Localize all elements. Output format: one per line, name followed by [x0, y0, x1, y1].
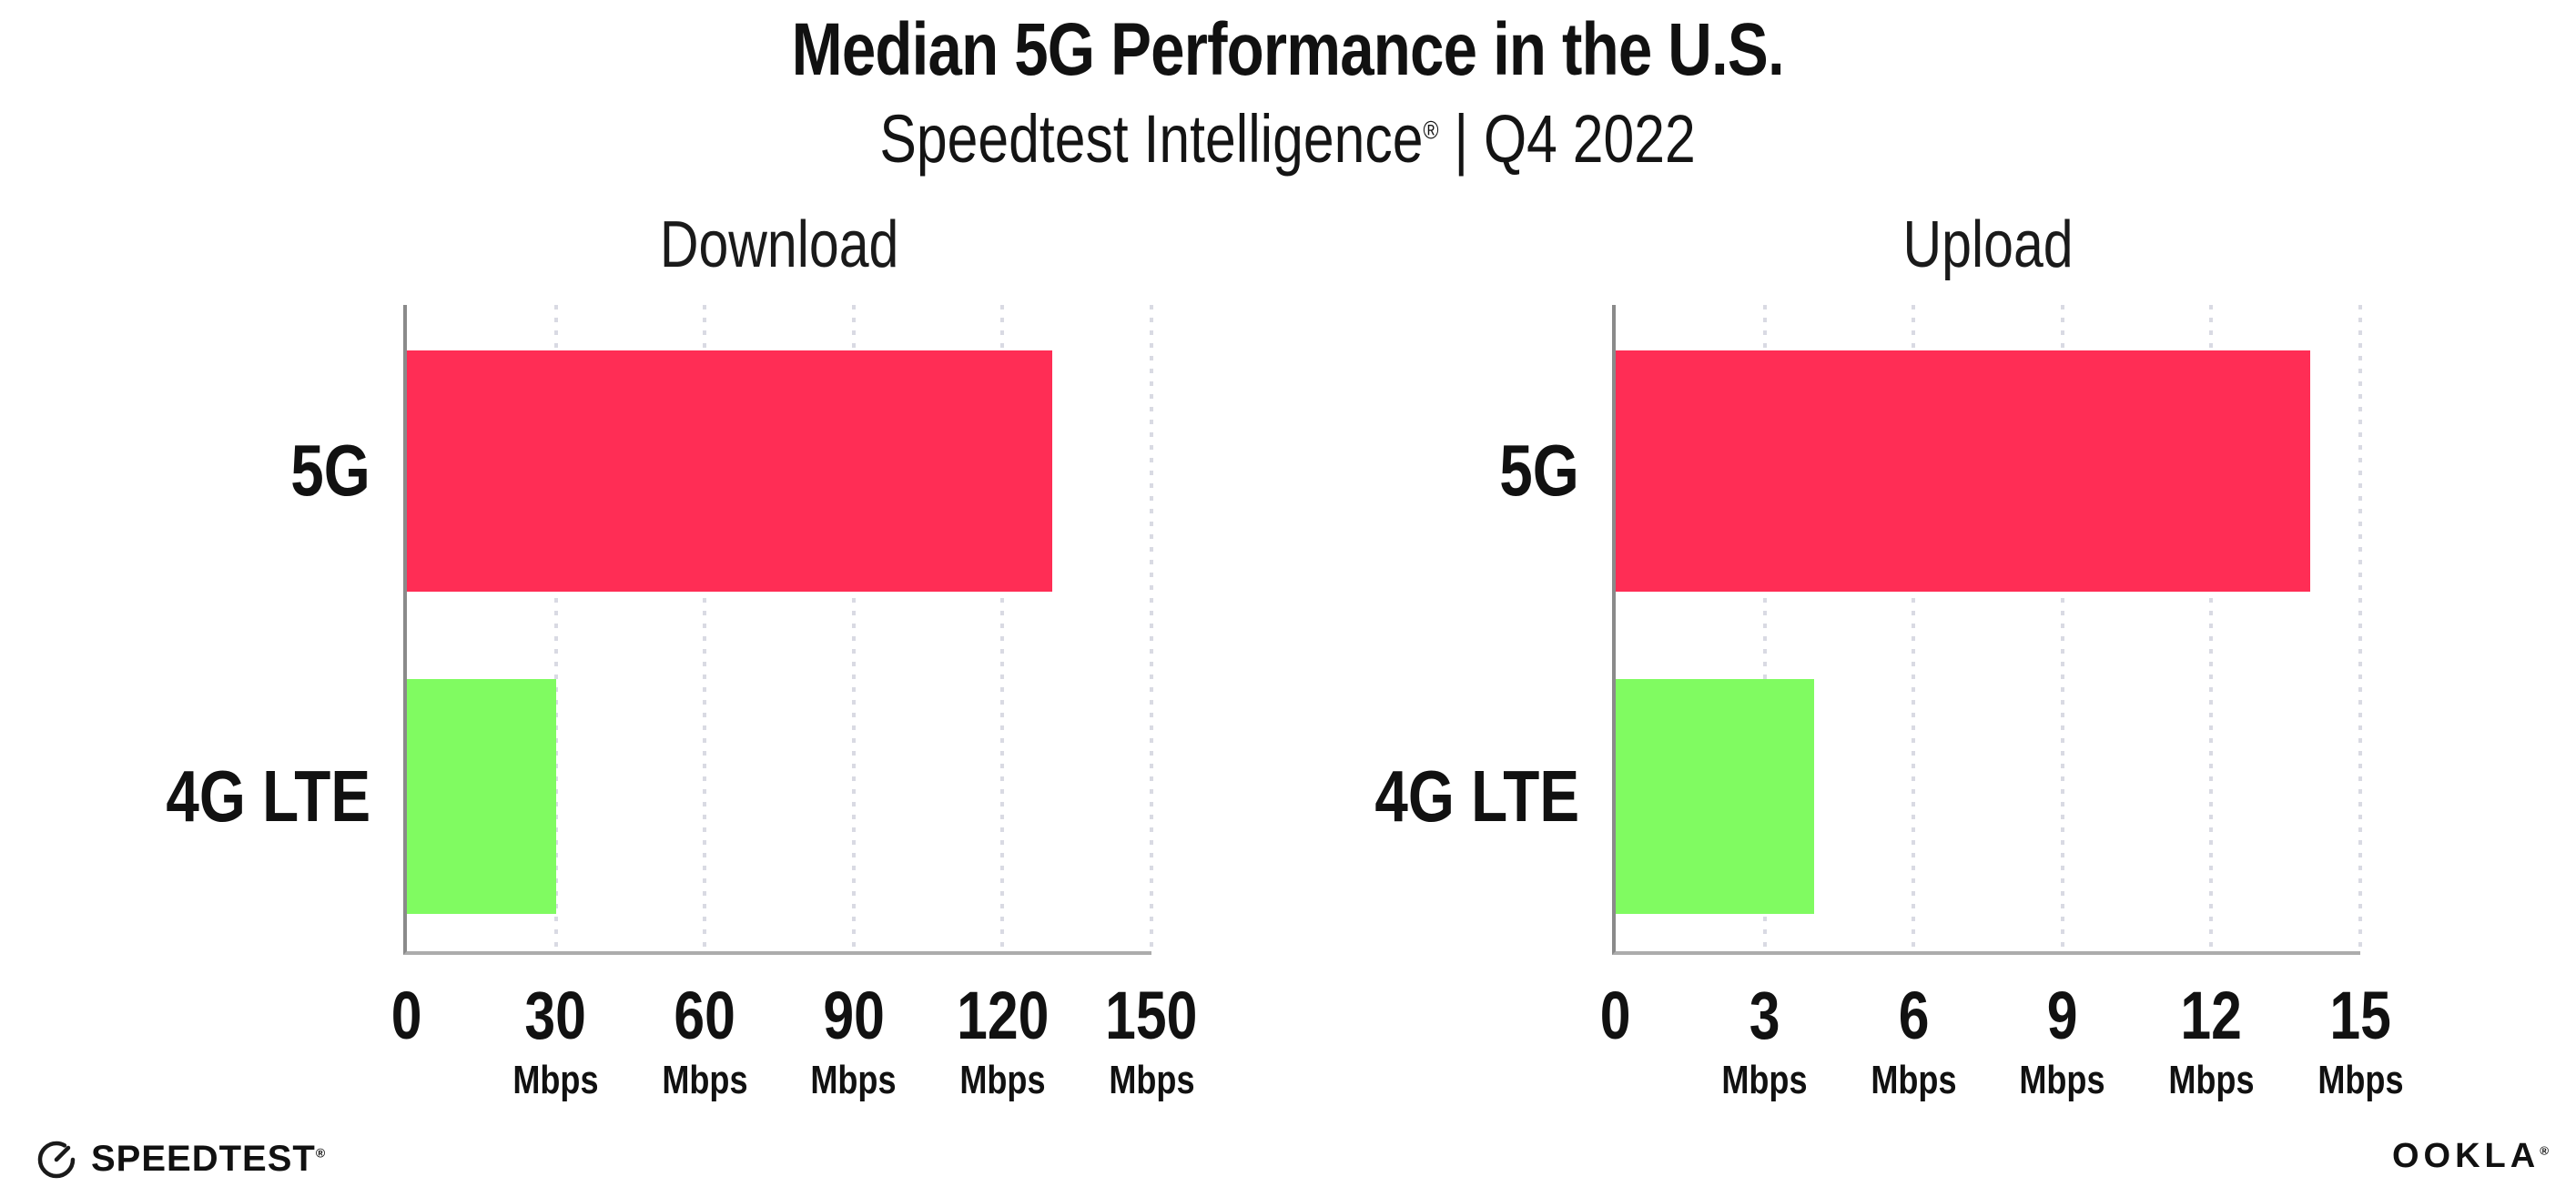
page-subtitle: Speedtest Intelligence® | Q4 2022 [0, 102, 2576, 176]
gridline [1912, 305, 1916, 951]
bar-4g-lte-download [407, 679, 556, 914]
registered-mark: ® [2540, 1143, 2549, 1158]
bar-5g-upload [1616, 350, 2311, 592]
gridline [2060, 305, 2064, 951]
subtitle-period: | Q4 2022 [1454, 101, 1697, 178]
bar-4g-lte-upload [1616, 679, 1815, 914]
category-label-5g: 5G [1499, 430, 1579, 511]
gridline [1762, 305, 1767, 951]
ookla-logo: OOKLA® [2392, 1139, 2549, 1173]
registered-mark: ® [1423, 116, 1439, 145]
header: Median 5G Performance in the U.S. Speedt… [0, 8, 2576, 176]
bar-5g-download [407, 350, 1052, 592]
speedometer-gauge-icon [37, 1141, 76, 1179]
upload-chart-title: Upload [1902, 208, 2074, 281]
subtitle-brand: Speedtest Intelligence [879, 101, 1424, 178]
category-label-5g: 5G [290, 430, 370, 511]
gridline [1150, 305, 1153, 951]
speedtest-logo: SPEEDTEST® [35, 1137, 326, 1181]
category-label-4g-lte: 4G LTE [1374, 756, 1579, 837]
gridline [703, 305, 707, 951]
ookla-wordmark: OOKLA® [2391, 1137, 2549, 1175]
gridline [2209, 305, 2214, 951]
download-plot-area: Download 5G 4G LTE 0 30 Mbps 60 Mbps 90 Mbp… [166, 212, 1197, 1101]
registered-mark: ® [315, 1145, 327, 1161]
gridline [851, 305, 856, 951]
speedtest-wordmark: SPEEDTEST® [91, 1139, 327, 1179]
gridline [553, 305, 558, 951]
download-chart-title: Download [659, 208, 899, 281]
gridline [1000, 305, 1005, 951]
category-label-4g-lte: 4G LTE [166, 756, 370, 837]
upload-plot-area: Upload 5G 4G LTE 0 3 Mbps 6 Mbps 9 Mbps 12 M… [1374, 212, 2403, 1101]
page-title: Median 5G Performance in the U.S. [791, 8, 1785, 91]
gridline [2358, 305, 2362, 951]
